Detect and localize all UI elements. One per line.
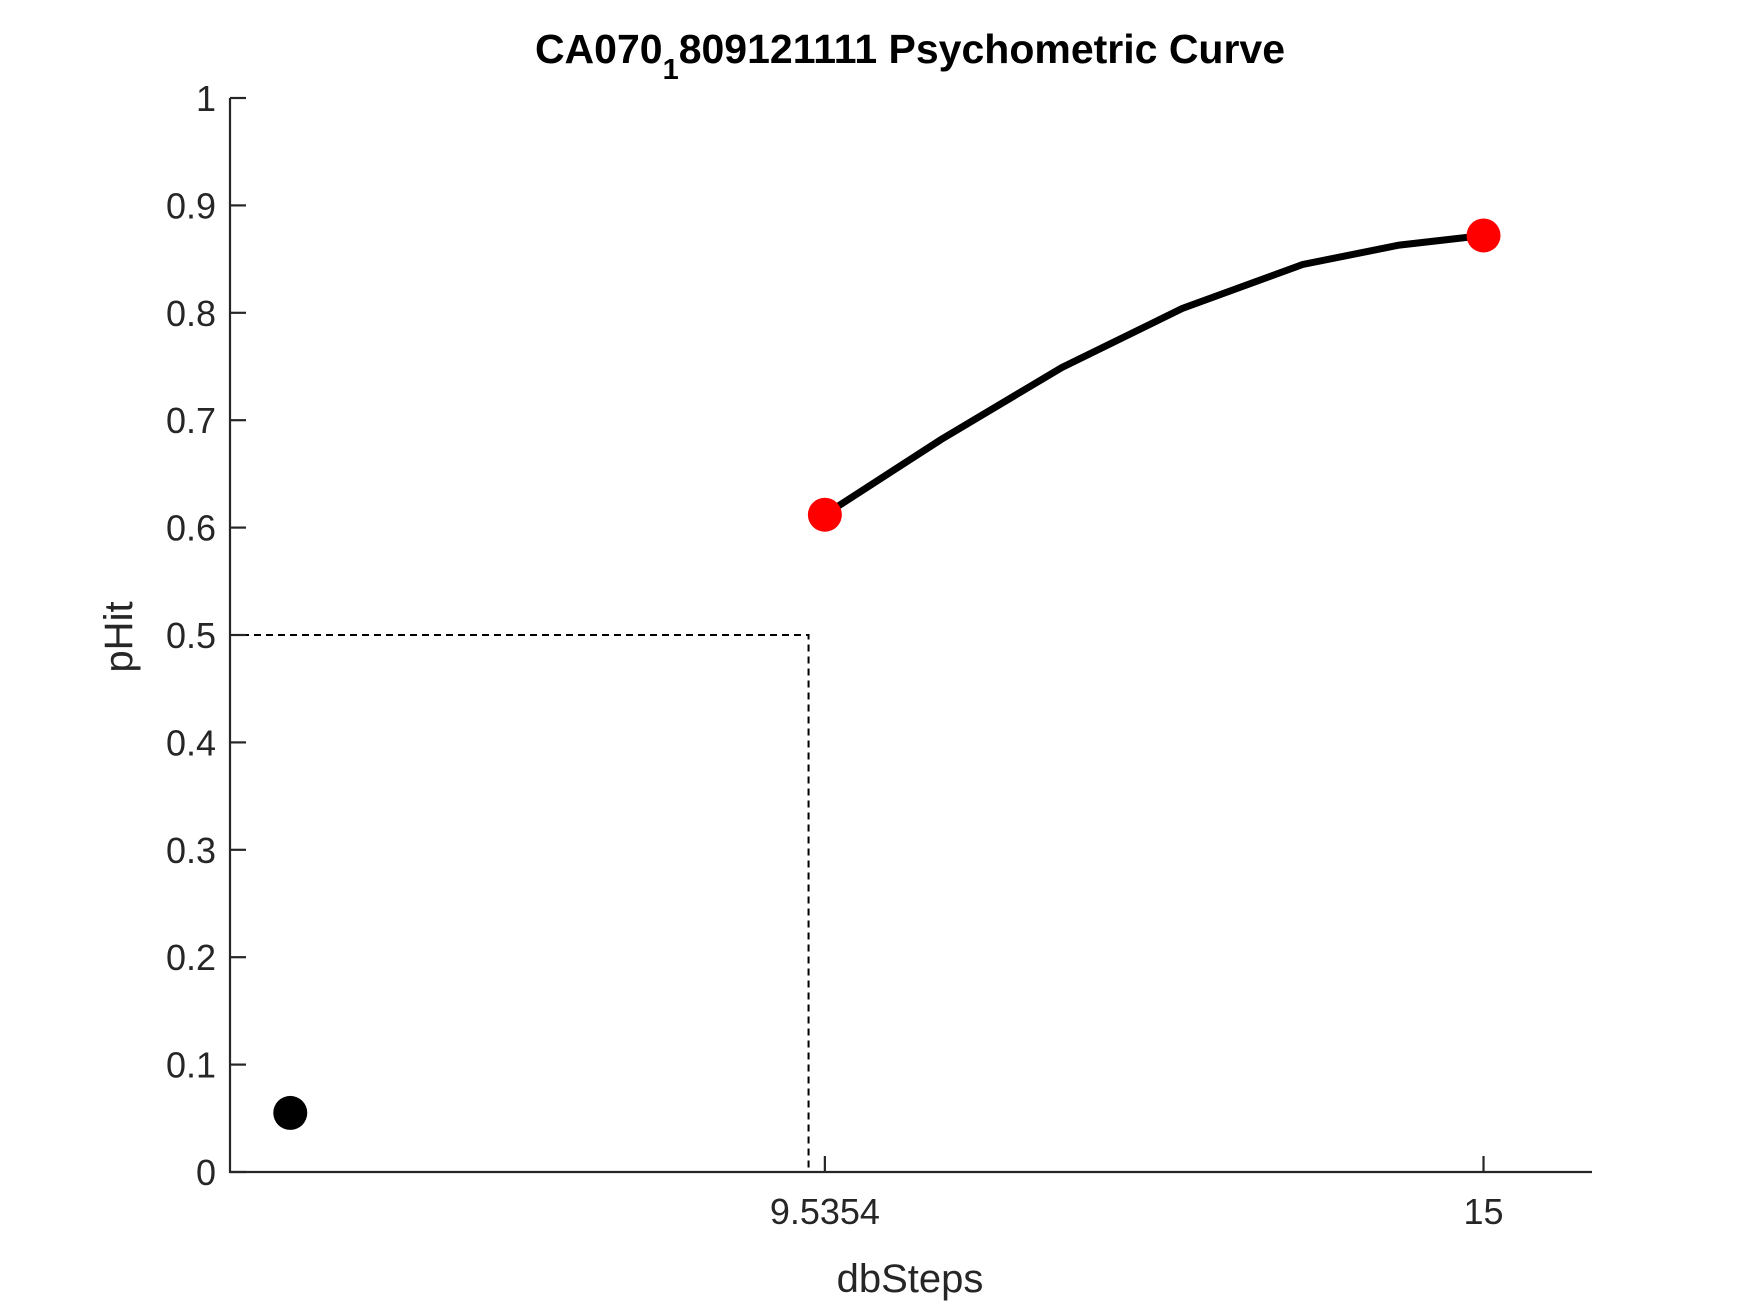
y-tick-label: 0.8	[166, 293, 216, 334]
chart-title: CA0701809121111 Psychometric Curve	[535, 26, 1285, 86]
data-points-layer	[273, 218, 1501, 1130]
x-axis-label: dbSteps	[837, 1257, 984, 1301]
y-tick-label: 0.5	[166, 615, 216, 656]
y-tick-label: 0.4	[166, 722, 216, 763]
threshold-reference-lines	[230, 634, 810, 1172]
data-point-red	[1466, 218, 1501, 253]
fit-curve	[821, 232, 1487, 519]
y-tick-label: 0.1	[166, 1045, 216, 1086]
y-tick-label: 0.6	[166, 508, 216, 549]
axes: 0 0.1 0.2 0.3 0.4 0.5 0.6 0.7 0.8 0.9 1 9.5354 15	[166, 78, 1592, 1232]
y-axis-label: pHit	[97, 601, 141, 672]
chart-title-subscript: 1	[663, 54, 679, 86]
y-tick-label: 0.9	[166, 185, 216, 226]
y-tick-label: 1	[196, 78, 216, 119]
y-tick-label: 0	[196, 1152, 216, 1193]
y-tick-label: 0.3	[166, 830, 216, 871]
threshold-line	[230, 634, 810, 1172]
x-tick-label: 15	[1463, 1191, 1503, 1232]
y-tick-label: 0.2	[166, 937, 216, 978]
x-tick-label: 9.5354	[770, 1191, 880, 1232]
data-point-black	[273, 1095, 308, 1130]
fit-curve-layer	[821, 232, 1487, 519]
y-tick-label: 0.7	[166, 400, 216, 441]
chart-title-rest: 809121111 Psychometric Curve	[679, 26, 1285, 72]
chart-title-main: CA070	[535, 26, 663, 72]
data-point-red	[807, 497, 842, 532]
